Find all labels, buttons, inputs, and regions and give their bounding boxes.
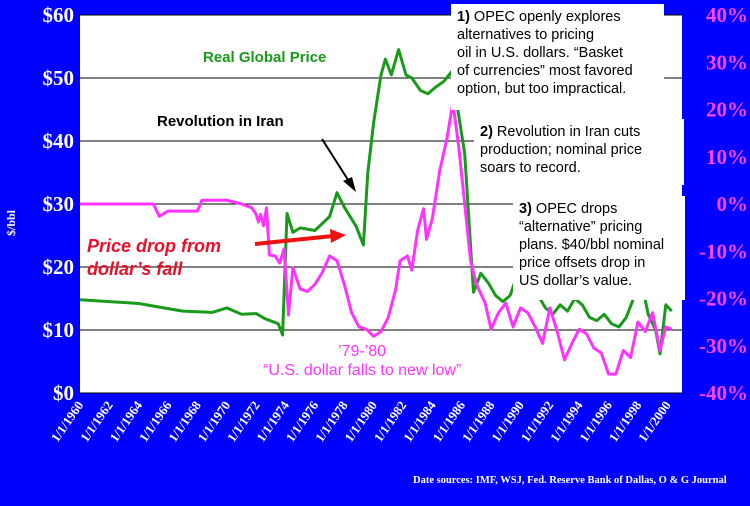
callout-3-line3: plans. $40/bbl nominal: [519, 237, 665, 253]
y-right-tick-label: -20%: [699, 287, 748, 311]
callout-3-line1: 3) OPEC drops: [519, 200, 679, 218]
source-note: Date sources: IMF, WSJ, Fed. Reserve Ban…: [413, 475, 727, 486]
y-left-tick-label: $10: [43, 318, 75, 342]
y-right-tick-label: 20%: [706, 98, 748, 122]
y-right-tick-label: -40%: [699, 381, 748, 405]
y-right-tick-label: -10%: [699, 239, 748, 263]
y-axis-right: 40% 30% 20% 10% 0% -10% -20% -30% -40%: [699, 3, 748, 405]
callout-1-num: 1): [457, 9, 470, 25]
series-lines: [79, 48, 673, 376]
annotation-dollar-low-1: ’79-’80: [338, 343, 387, 360]
callout-1: 1) OPEC openly explores alternatives to …: [451, 4, 664, 110]
y-left-tick-label: $20: [43, 255, 75, 279]
y-left-tick-label: $40: [43, 129, 75, 153]
series-line-real-global-price: [79, 48, 673, 356]
callout-2-line3: soars to record.: [480, 160, 581, 176]
x-axis: 1/1/19601/1/19621/1/19641/1/19661/1/1968…: [48, 398, 674, 445]
series-line-us-dollar: [80, 100, 673, 376]
y-axis-title: $/bbl: [4, 209, 18, 236]
iran-arrow-shaft: [321, 138, 351, 184]
y-left-tick-label: $30: [43, 192, 75, 216]
callout-2: 2) Revolution in Iran cuts production; n…: [474, 119, 684, 185]
callout-3-text1: OPEC drops: [531, 201, 618, 217]
y-left-tick-label: $0: [53, 381, 74, 405]
annotation-price-drop-1: Price drop from: [87, 236, 222, 256]
y-axis-left: $60 $50 $40 $30 $20 $10 $0: [43, 3, 75, 405]
callout-1-line3: oil in U.S. dollars. “Basket: [457, 45, 624, 61]
callout-1-line1: 1) OPEC openly explores: [457, 8, 658, 26]
annotation-real-global-price: Real Global Price: [203, 49, 327, 66]
callout-3-line5: US dollar’s value.: [519, 273, 633, 289]
callout-1-line2: alternatives to pricing: [457, 27, 595, 43]
y-right-tick-label: 0%: [717, 192, 749, 216]
callout-3: 3) OPEC drops “alternative” pricing plan…: [513, 196, 685, 300]
callout-2-text1: Revolution in Iran cuts: [492, 124, 641, 140]
price-drop-arrow-head: [330, 229, 346, 243]
callout-3-line4: price offsets drop in: [519, 255, 646, 271]
annotation-revolution-in-iran: Revolution in Iran: [157, 113, 284, 130]
callout-3-line2: “alternative” pricing: [519, 219, 643, 235]
callout-2-line2: production; nominal price: [480, 142, 643, 158]
y-left-tick-label: $60: [43, 3, 75, 27]
y-right-tick-label: -30%: [699, 334, 748, 358]
y-right-tick-label: 30%: [706, 50, 748, 74]
callout-2-line1: 2) Revolution in Iran cuts: [480, 123, 678, 141]
callout-2-num: 2): [480, 124, 493, 140]
annotation-dollar-low-2: “U.S. dollar falls to new low”: [263, 362, 462, 379]
annotation-arrows: [254, 138, 356, 246]
callout-1-text1: OPEC openly explores: [469, 9, 621, 25]
y-right-tick-label: 40%: [706, 3, 748, 27]
y-right-tick-label: 10%: [706, 145, 748, 169]
callout-3-num: 3): [519, 201, 532, 217]
iran-arrow-head: [343, 177, 356, 192]
callout-1-line4: of currencies” most favored: [457, 63, 633, 79]
y-left-tick-label: $50: [43, 66, 75, 90]
callout-1-line5: option, but too impractical.: [457, 81, 627, 97]
price-drop-arrow-shaft: [254, 234, 334, 246]
annotation-price-drop-2: dollar’s fall: [87, 259, 183, 279]
